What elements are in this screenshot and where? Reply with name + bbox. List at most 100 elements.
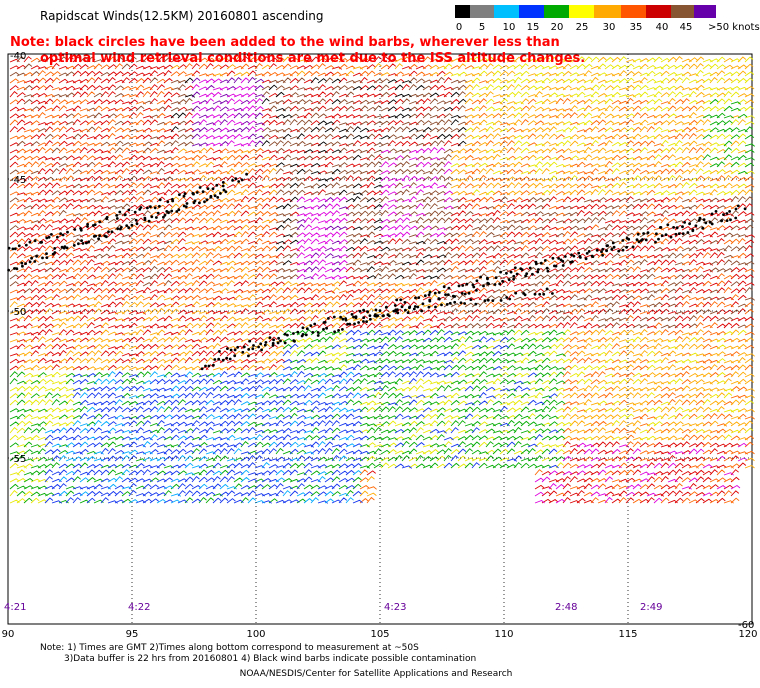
contamination-dot [185, 202, 189, 205]
contamination-dot [446, 293, 450, 296]
contamination-dot [631, 245, 635, 249]
contamination-dot [414, 296, 417, 300]
contamination-dot [498, 282, 502, 286]
contamination-dot [621, 239, 625, 242]
contamination-dot [393, 304, 397, 307]
contamination-dot [260, 348, 263, 352]
contamination-dot [499, 270, 502, 274]
contamination-dot [116, 227, 120, 231]
contamination-dot [513, 266, 517, 270]
contamination-dot [416, 305, 420, 309]
colorbar-label-30: 30 [603, 22, 616, 33]
contamination-dot [524, 274, 527, 278]
contamination-dot [697, 219, 701, 222]
note-line-2: optimal wind retrieval conditions are me… [40, 51, 585, 66]
contamination-dot [127, 208, 131, 212]
contamination-dot [182, 194, 186, 198]
contamination-dot [33, 239, 37, 243]
contamination-dot [672, 226, 675, 229]
contamination-dot [646, 231, 650, 235]
contamination-dot [538, 292, 542, 296]
contamination-dot [217, 357, 221, 361]
contamination-dot [332, 315, 336, 319]
contamination-dot [271, 344, 275, 347]
footer-note-1: Note: 1) Times are GMT 2)Times along bot… [40, 643, 419, 653]
contamination-dot [225, 356, 229, 360]
contamination-dot [115, 214, 119, 217]
contamination-dot [226, 347, 229, 350]
contamination-dot [373, 314, 377, 318]
wind-barb-group [9, 55, 755, 497]
contamination-dot [158, 204, 161, 208]
contamination-dot [428, 290, 432, 294]
contamination-dot [681, 232, 685, 236]
contamination-dot [539, 261, 543, 265]
contamination-dot [353, 322, 356, 326]
contamination-dot [247, 354, 250, 358]
contamination-dot [469, 298, 473, 301]
contamination-dot [350, 313, 354, 316]
contamination-dot [545, 266, 549, 270]
contamination-dot [215, 183, 219, 187]
contamination-dot [296, 330, 300, 334]
lon-label-100: 100 [246, 629, 265, 640]
contamination-dot [442, 285, 446, 289]
contamination-dot [421, 302, 425, 306]
contamination-dot [339, 315, 342, 319]
contamination-dot [710, 212, 714, 216]
contamination-dot [561, 264, 565, 267]
contamination-dot [486, 298, 490, 302]
contamination-dot [17, 244, 21, 248]
contamination-dot [163, 213, 167, 217]
contamination-dot [13, 267, 16, 270]
contamination-dot [21, 264, 24, 268]
contamination-dot [149, 205, 152, 209]
contamination-dot [241, 350, 245, 354]
contamination-dot [79, 228, 83, 232]
contamination-dot [577, 251, 581, 255]
contamination-dot [487, 282, 490, 286]
contamination-dot [659, 226, 663, 229]
contamination-dot [127, 226, 131, 230]
colorbar-segment [621, 5, 646, 18]
contamination-dot [463, 292, 467, 296]
contamination-dot [531, 272, 534, 276]
time-label-0422: 4:22 [128, 602, 150, 613]
contamination-dot [601, 253, 604, 257]
contamination-dot [134, 218, 138, 222]
contamination-dot [276, 341, 280, 345]
contamination-dot [601, 247, 605, 251]
contamination-dot [453, 295, 457, 298]
contamination-dot [499, 299, 503, 302]
contamination-dot [123, 213, 127, 217]
contamination-dot [209, 194, 213, 198]
contamination-dot [166, 200, 170, 204]
contamination-dot [251, 347, 255, 351]
contamination-dot [600, 250, 603, 254]
contamination-dot [467, 291, 471, 295]
contamination-dot [508, 297, 512, 301]
contamination-dot [313, 322, 317, 326]
contamination-dot [427, 293, 431, 297]
contamination-dot [400, 305, 404, 309]
contamination-dot [263, 343, 267, 347]
contamination-dot [382, 314, 385, 318]
colorbar-label-5: 5 [479, 22, 485, 33]
contamination-dot [563, 255, 567, 258]
contamination-dot [479, 275, 482, 279]
contamination-dot [72, 244, 76, 247]
colorbar-segment [519, 5, 544, 18]
contamination-dot [655, 232, 658, 236]
contamination-dot [666, 223, 670, 227]
time-label-0249: 2:49 [640, 602, 662, 613]
contamination-dot [365, 320, 368, 323]
contamination-dot [595, 248, 599, 252]
colorbar-segment [569, 5, 594, 18]
contamination-dot [283, 341, 287, 345]
contamination-dot [413, 305, 417, 308]
contamination-dot [437, 297, 441, 300]
contamination-dot [97, 237, 100, 241]
contamination-dot [743, 207, 747, 211]
contamination-dot [86, 222, 89, 226]
contamination-dot [45, 236, 49, 240]
